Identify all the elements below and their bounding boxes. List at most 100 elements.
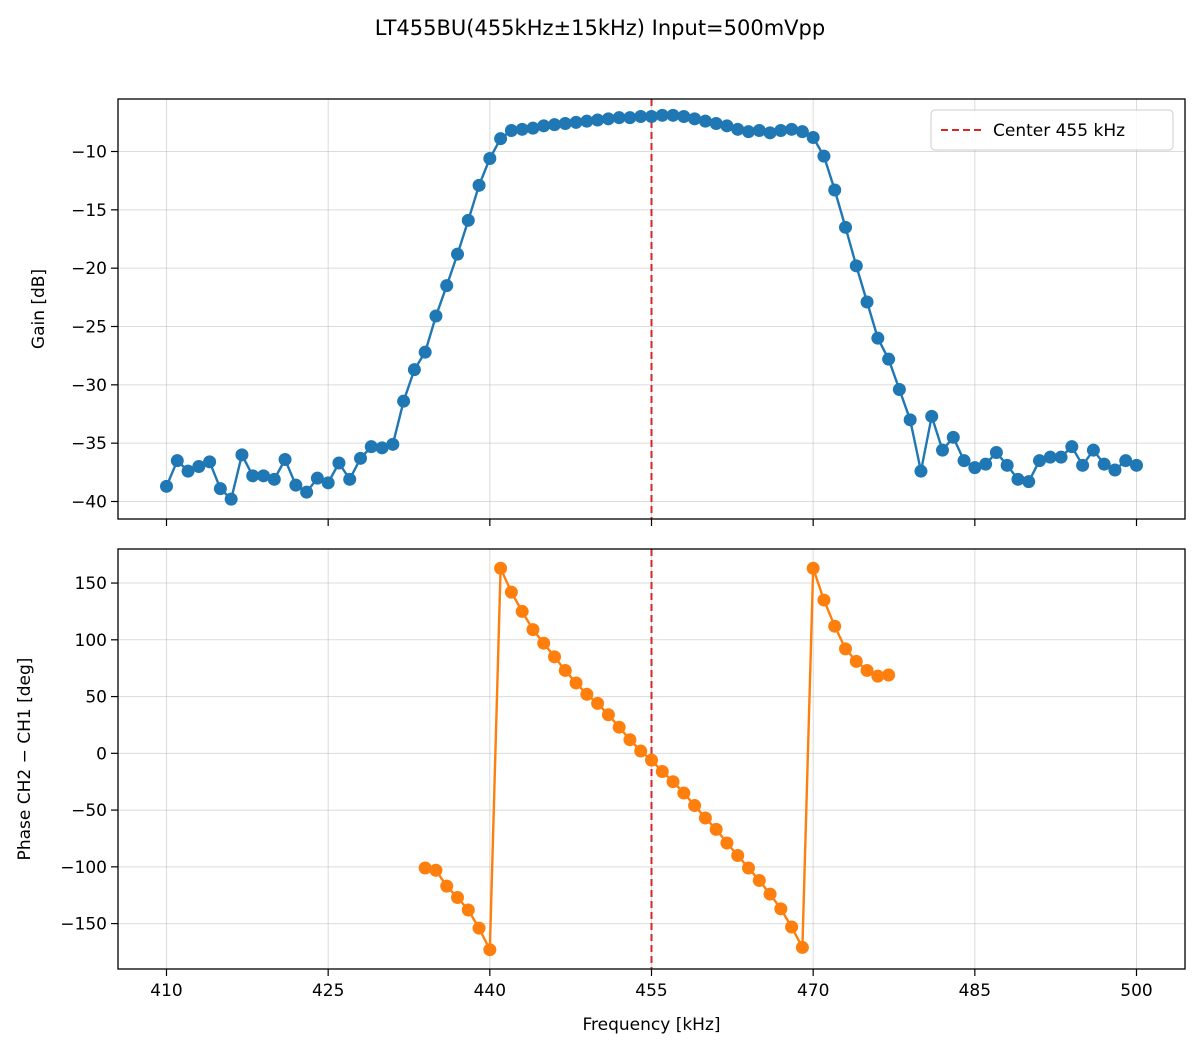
gain-data-point: [1054, 450, 1068, 464]
phase-data-point: [634, 744, 648, 758]
gain-data-point: [300, 485, 314, 499]
gain-data-point: [936, 443, 949, 457]
phase-xtick-label: 425: [312, 981, 344, 1001]
phase-data-point: [688, 799, 702, 813]
gain-data-point: [321, 476, 335, 490]
gain-data-point: [989, 446, 1003, 459]
gain-data-point: [871, 331, 885, 345]
gain-data-point: [1043, 450, 1057, 464]
phase-data-point: [461, 903, 475, 917]
gain-data-point: [849, 259, 863, 273]
gain-ytick-label: −35: [71, 434, 107, 454]
gain-data-point: [655, 108, 669, 122]
gain-data-point: [418, 345, 432, 359]
gain-data-point: [364, 440, 378, 454]
phase-data-point: [623, 733, 637, 747]
gain-data-point: [246, 469, 260, 483]
gain-data-point: [160, 479, 173, 493]
gain-data-point: [494, 132, 508, 146]
gain-data-point: [537, 119, 551, 133]
phase-xtick-label: 485: [959, 981, 991, 1001]
gain-data-point: [860, 295, 874, 309]
phase-ytick-label: 50: [85, 688, 107, 708]
figure-title: LT455BU(455kHz±15kHz) Input=500mVpp: [375, 16, 825, 40]
gain-ytick-label: −25: [71, 318, 107, 338]
gain-data-point: [515, 122, 529, 136]
gain-data-point: [235, 448, 249, 462]
gain-ytick-label: −30: [71, 376, 107, 396]
phase-data-point: [731, 848, 745, 862]
phase-data-point: [774, 902, 788, 916]
gain-data-point: [526, 121, 540, 135]
gain-data-point: [882, 352, 896, 366]
phase-data-point: [752, 873, 766, 887]
legend-box: [930, 109, 1174, 151]
phase-data-point: [580, 687, 594, 701]
gain-data-point: [677, 110, 691, 123]
gain-data-point: [688, 112, 702, 126]
gain-data-point: [224, 492, 238, 506]
phase-data-point: [645, 753, 658, 767]
gain-data-point: [709, 117, 723, 130]
gain-data-point: [504, 124, 518, 137]
gain-data-point: [785, 122, 799, 136]
gain-data-point: [289, 478, 303, 492]
gain-ylabel: Gain [dB]: [29, 269, 49, 349]
phase-ytick-label: −100: [60, 858, 107, 878]
phase-data-point: [537, 636, 551, 650]
gain-data-point: [763, 126, 777, 140]
gain-data-point: [440, 279, 454, 293]
gain-data-point: [343, 472, 357, 486]
gain-data-point: [795, 125, 809, 139]
gain-data-point: [591, 113, 605, 127]
phase-data-point: [785, 920, 799, 934]
gain-data-point: [612, 111, 626, 125]
gain-plot-area: [160, 99, 1143, 519]
gain-data-point: [806, 131, 820, 144]
legend-label: Center 455 kHz: [993, 121, 1125, 141]
gain-data-point: [1130, 458, 1143, 472]
gain-data-point: [483, 152, 497, 165]
phase-data-point: [569, 676, 583, 690]
gain-data-point: [1108, 463, 1122, 477]
gain-data-point: [634, 110, 648, 123]
phase-data-point: [677, 786, 691, 800]
gain-data-point: [752, 124, 766, 137]
phase-data-point: [655, 764, 669, 778]
gain-data-point: [1011, 472, 1025, 486]
gain-data-point: [601, 112, 615, 126]
phase-data-point: [698, 811, 712, 825]
phase-data-point: [548, 650, 561, 664]
phase-xtick-label: 410: [150, 981, 182, 1001]
phase-ytick-label: −50: [71, 801, 107, 821]
gain-data-point: [558, 117, 572, 130]
gain-data-point: [429, 309, 443, 323]
gain-data-point: [580, 114, 594, 128]
phase-data-point: [666, 775, 680, 789]
phase-ytick-label: 150: [75, 574, 107, 594]
gain-data-point: [181, 464, 195, 478]
phase-data-point: [526, 623, 540, 637]
gain-data-point: [548, 118, 561, 132]
phase-plot-area: [418, 549, 896, 969]
phase-data-point: [806, 561, 820, 575]
gain-data-point: [257, 469, 270, 483]
phase-axes-frame: [117, 548, 1186, 970]
phase-data-point: [440, 879, 454, 893]
gain-data-point: [407, 363, 421, 377]
gain-data-point: [979, 457, 993, 471]
phase-xtick-label: 500: [1120, 981, 1152, 1001]
phase-data-point: [709, 822, 723, 836]
phase-data-point: [472, 921, 486, 935]
phase-data-point: [601, 708, 615, 722]
phase-data-point: [817, 593, 831, 607]
phase-data-point: [591, 696, 605, 710]
phase-data-point: [763, 887, 777, 901]
gain-data-point: [645, 110, 658, 123]
gain-data-point: [892, 383, 906, 396]
phase-data-point: [504, 585, 518, 599]
gain-data-point: [742, 125, 755, 139]
gain-panel: −40 −35 −30 −25 −20 −15 −10 Gain [dB] Center 455…: [29, 98, 1186, 526]
phase-xtick-label: 440: [474, 981, 506, 1001]
